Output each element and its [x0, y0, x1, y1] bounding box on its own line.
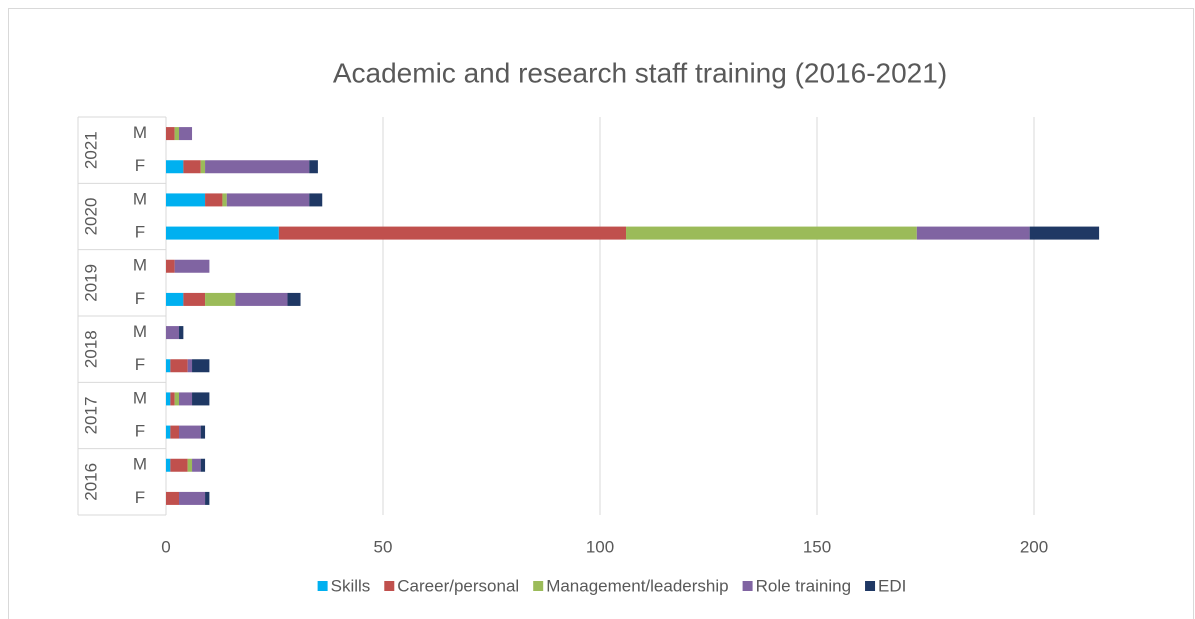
- y-tick-label: F: [135, 289, 145, 308]
- bar-segment: [166, 392, 171, 406]
- bar-segment: [916, 226, 1030, 240]
- bar-segment: [170, 458, 188, 472]
- legend-label: Role training: [756, 576, 851, 595]
- x-tick-label: 100: [586, 537, 614, 556]
- bar-segment: [170, 359, 188, 373]
- bar-segment: [166, 127, 175, 141]
- bar-segment: [200, 425, 206, 439]
- y-tick-label: F: [135, 223, 145, 242]
- legend-swatch: [742, 581, 753, 591]
- y-tick-label: M: [133, 322, 147, 341]
- legend-swatch: [533, 581, 544, 591]
- y-tick-label: M: [133, 388, 147, 407]
- group-label: 2016: [81, 463, 100, 501]
- bar-segment: [183, 160, 201, 174]
- bar-segment: [166, 458, 171, 472]
- group-label: 2021: [81, 131, 100, 169]
- bar-segment: [205, 491, 210, 505]
- bar-segment: [200, 160, 206, 174]
- bar-segment: [187, 458, 193, 472]
- bar-segment: [166, 491, 180, 505]
- bar-segment: [187, 359, 193, 373]
- y-tick-label: F: [135, 156, 145, 175]
- y-tick-label: M: [133, 455, 147, 474]
- bar-segment: [174, 392, 180, 406]
- legend-label: EDI: [878, 576, 906, 595]
- x-tick-label: 50: [374, 537, 393, 556]
- bar-segment: [166, 425, 171, 439]
- y-tick-label: M: [133, 123, 147, 142]
- bar-segment: [170, 392, 175, 406]
- legend-swatch: [317, 581, 328, 591]
- chart-title: Academic and research staff training (20…: [333, 57, 947, 88]
- legend-label: Career/personal: [397, 576, 519, 595]
- bar-segment: [309, 193, 323, 207]
- bar-segment: [183, 292, 206, 306]
- bar-segment: [166, 259, 175, 273]
- bar-segment: [205, 193, 223, 207]
- y-tick-label: F: [135, 422, 145, 441]
- bar-segment: [235, 292, 288, 306]
- bar-segment: [192, 359, 210, 373]
- bar-segment: [170, 425, 180, 439]
- bar-segment: [166, 193, 206, 207]
- bar-segment: [626, 226, 917, 240]
- bar-segment: [226, 193, 310, 207]
- bar-segment: [166, 160, 184, 174]
- bar-segment: [166, 226, 279, 240]
- bar-segment: [222, 193, 227, 207]
- bar-segment: [179, 326, 184, 340]
- bar-segment: [166, 359, 171, 373]
- bar-segment: [179, 491, 206, 505]
- group-label: 2017: [81, 397, 100, 435]
- bar-segment: [309, 160, 318, 174]
- x-tick-label: 150: [803, 537, 831, 556]
- chart-border: [8, 8, 1194, 619]
- bar-segment: [278, 226, 627, 240]
- legend-label: Management/leadership: [546, 576, 728, 595]
- bar-segment: [200, 458, 206, 472]
- x-tick-label: 200: [1020, 537, 1048, 556]
- bar-segment: [1029, 226, 1100, 240]
- group-label: 2020: [81, 198, 100, 236]
- legend-swatch: [865, 581, 876, 591]
- bar-segment: [287, 292, 301, 306]
- legend-swatch: [384, 581, 395, 591]
- y-tick-label: M: [133, 189, 147, 208]
- y-tick-label: F: [135, 355, 145, 374]
- legend-label: Skills: [331, 576, 371, 595]
- x-tick-label: 0: [161, 537, 170, 556]
- bar-segment: [192, 392, 210, 406]
- bar-segment: [166, 326, 180, 340]
- bar-segment: [179, 425, 201, 439]
- bar-segment: [179, 127, 193, 141]
- bar-segment: [192, 458, 201, 472]
- group-label: 2018: [81, 330, 100, 368]
- y-tick-label: M: [133, 256, 147, 275]
- bar-segment: [174, 259, 210, 273]
- bar-segment: [166, 292, 184, 306]
- group-label: 2019: [81, 264, 100, 302]
- bar-segment: [174, 127, 180, 141]
- bar-segment: [205, 292, 236, 306]
- bar-segment: [205, 160, 310, 174]
- y-tick-label: F: [135, 488, 145, 507]
- bar-segment: [179, 392, 193, 406]
